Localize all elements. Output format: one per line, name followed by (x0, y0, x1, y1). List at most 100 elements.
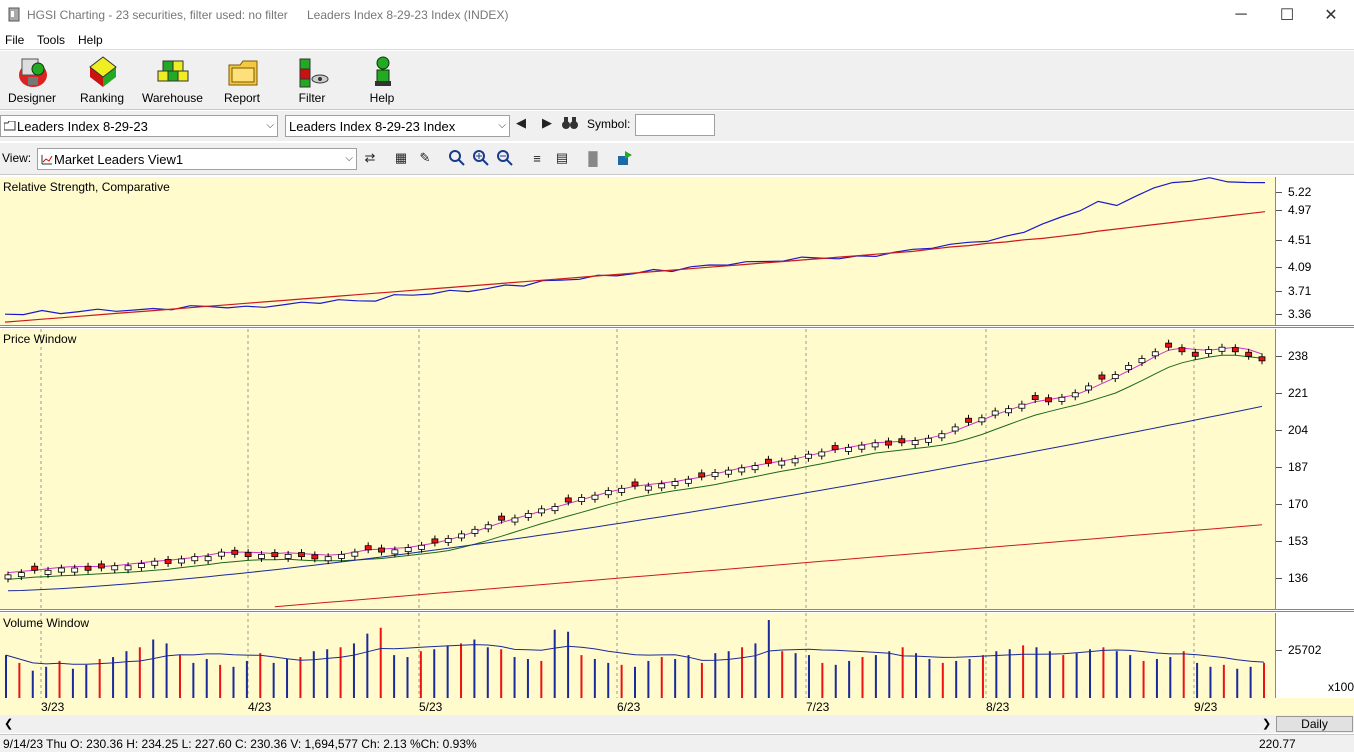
candle-body (591, 494, 599, 500)
candle-body (1058, 396, 1066, 402)
candle-body (578, 497, 586, 502)
volume-panel[interactable]: Volume Window (0, 613, 1275, 698)
candle-body (538, 508, 546, 514)
medium-moving-average (7, 354, 1263, 580)
candle-body (1258, 356, 1266, 362)
price-tick: 136 (1275, 571, 1309, 585)
security-combo[interactable]: Leaders Index 8-29-23 Index ⌵ (285, 115, 510, 137)
report-icon (226, 55, 260, 89)
candle-body (711, 472, 719, 477)
help-button[interactable]: Help (352, 53, 412, 107)
report-label: Report (223, 91, 261, 105)
previous-security-button[interactable]: ◀ (516, 115, 526, 130)
panel-divider[interactable] (0, 609, 1354, 612)
candle-body (1191, 351, 1199, 357)
edit-properties-icon[interactable]: ✎ (419, 150, 431, 165)
candle-body (791, 458, 799, 464)
candle-body (484, 524, 492, 530)
status-value: 220.77 (1259, 737, 1296, 751)
horizontal-scrollbar[interactable]: ❮ ❯ Daily (0, 715, 1354, 733)
filter-button[interactable]: Filter (282, 53, 342, 107)
rs-tick: 4.97 (1275, 203, 1312, 217)
volume-title: Volume Window (3, 616, 90, 630)
volume-axis: 25702 x100 (1275, 613, 1354, 698)
menu-help[interactable]: Help (78, 33, 103, 47)
candle-body (458, 533, 465, 539)
folder-icon (4, 121, 16, 131)
rs-tick: 3.36 (1275, 307, 1312, 321)
chevron-down-icon: ⌵ (345, 153, 353, 164)
export-icon[interactable] (615, 148, 635, 168)
candle-body (284, 553, 292, 559)
candle-body (805, 453, 812, 459)
panel-divider[interactable] (0, 325, 1354, 328)
candle-body (698, 472, 706, 478)
slow-moving-average (7, 405, 1263, 592)
period-button[interactable]: Daily (1276, 716, 1353, 732)
compress-icon[interactable]: ≡ (533, 150, 541, 166)
candle-body (738, 467, 746, 473)
close-button[interactable]: ✕ (1324, 7, 1338, 24)
candle-body (138, 563, 145, 568)
x-label: 8/23 (986, 700, 1010, 714)
candle-body (231, 549, 239, 555)
list-icon[interactable]: ▤ (555, 150, 569, 165)
scroll-right-icon[interactable]: ❯ (1262, 718, 1272, 730)
price-title: Price Window (3, 332, 77, 346)
binoculars-icon[interactable] (560, 113, 580, 133)
candle-body (391, 549, 399, 555)
bar-chart-icon[interactable]: █ (588, 150, 598, 166)
candle-body (1111, 374, 1119, 380)
candle-body (1005, 408, 1012, 414)
designer-button[interactable]: Designer (2, 53, 62, 107)
candle-body (271, 552, 279, 558)
candle-body (858, 444, 866, 450)
list-combo[interactable]: Leaders Index 8-29-23 ⌵ (0, 115, 278, 137)
view-combo[interactable]: Market Leaders View1 ⌵ (37, 148, 357, 170)
x-label: 4/23 (248, 700, 272, 714)
candle-body (17, 572, 25, 578)
price-tick: 187 (1275, 460, 1309, 474)
menu-tools[interactable]: Tools (37, 33, 66, 47)
candle-body (1178, 347, 1186, 353)
warehouse-button[interactable]: Warehouse (142, 53, 203, 107)
menu-file[interactable]: File (5, 33, 25, 47)
volume-plot (5, 613, 1265, 698)
ranking-button[interactable]: Ranking (72, 53, 132, 107)
minimize-button[interactable]: ─ (1235, 6, 1247, 23)
price-panel[interactable]: Price Window (0, 329, 1275, 609)
candle-body (1245, 351, 1253, 357)
report-button[interactable]: Report (212, 53, 272, 107)
candle-body (84, 565, 92, 571)
status-bar: 9/14/23 Thu O: 230.36 H: 234.25 L: 227.6… (0, 734, 1354, 752)
candle-body (498, 515, 505, 521)
properties-icon[interactable]: ▦ (394, 150, 408, 165)
zoom-reduce-icon[interactable] (495, 148, 515, 168)
price-plot (4, 329, 1266, 609)
symbol-input[interactable] (635, 114, 715, 136)
candle-body (298, 552, 305, 558)
candle-body (218, 551, 225, 557)
next-security-button[interactable]: ▶ (542, 115, 552, 130)
candle-body (1138, 358, 1146, 364)
candle-body (938, 433, 946, 439)
relative-strength-panel[interactable]: Relative Strength, Comparative (0, 177, 1275, 325)
rs-tick: 4.51 (1275, 233, 1312, 247)
candle-body (845, 446, 852, 452)
zoom-in-icon[interactable] (471, 148, 491, 168)
view-label: View: (2, 151, 32, 165)
candle-body (1085, 385, 1092, 391)
price-tick: 238 (1275, 349, 1309, 363)
menu-bar: File Tools Help (0, 30, 1354, 50)
candle-body (258, 553, 265, 559)
maximize-button[interactable]: ☐ (1279, 7, 1295, 24)
zoom-out-icon[interactable] (447, 148, 467, 168)
app-title: HGSI Charting - 23 securities, filter us… (27, 8, 288, 22)
arrange-icon[interactable]: ⇄ (364, 150, 376, 165)
price-tick: 204 (1275, 423, 1309, 437)
selection-bar: Leaders Index 8-29-23 ⌵ Leaders Index 8-… (0, 111, 1354, 141)
ranking-icon (86, 55, 120, 89)
candle-body (351, 551, 359, 557)
chart-view-icon (41, 154, 53, 165)
scroll-left-icon[interactable]: ❮ (4, 718, 14, 730)
